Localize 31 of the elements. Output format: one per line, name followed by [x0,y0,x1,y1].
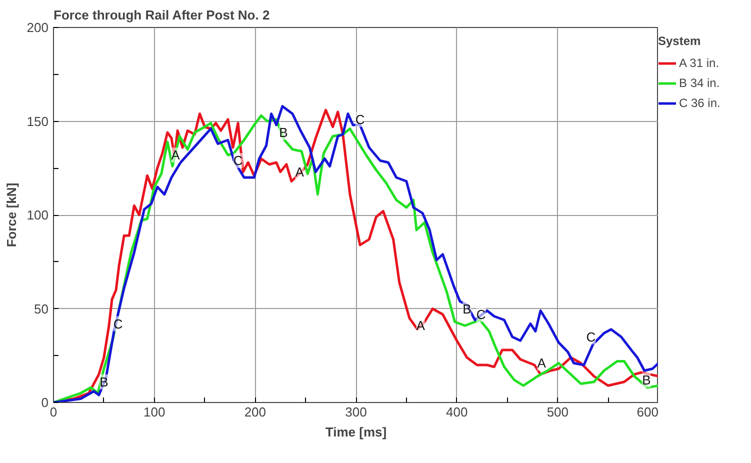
annotation: A [416,318,426,334]
annotation: B [100,374,108,390]
x-tick-label: 300 [345,404,367,420]
legend-label: C 36 in. [679,96,720,110]
y-axis-title: Force [kN] [4,182,19,248]
x-tick-label: 200 [244,404,266,420]
y-tick-label: 200 [26,20,49,35]
annotation: C [233,153,243,168]
annotation: C [355,112,365,127]
annotation: A [537,356,546,371]
x-tick-label: 600 [636,404,659,420]
annotation: B [642,372,651,388]
y-tick-label: 100 [26,208,49,222]
chart-title: Force through Rail After Post No. 2 [54,8,270,22]
annotation: C [476,306,486,322]
annotation: C [586,329,596,344]
x-axis-title: Time [ms] [325,424,387,440]
annotation: A [171,148,180,162]
annotation: A [295,164,304,180]
annotation: B [279,125,288,140]
legend-label: B 34 in. [679,76,720,90]
y-tick-label: 150 [26,114,49,129]
legend-title: System [658,34,702,48]
legend-label: A 31 in. [679,56,720,70]
x-tick-label: 500 [546,404,569,420]
annotation: B [462,301,472,316]
x-tick-label: 400 [446,404,468,420]
y-tick-label: 50 [34,301,49,316]
y-tick-label: 0 [41,395,49,410]
annotation: C [113,316,123,332]
x-tick-label: 100 [143,404,166,420]
